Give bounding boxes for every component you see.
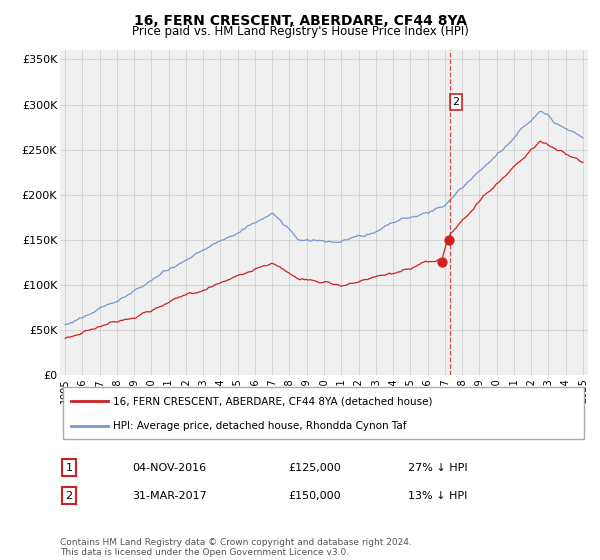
- Text: 2: 2: [65, 491, 73, 501]
- Text: 27% ↓ HPI: 27% ↓ HPI: [408, 463, 467, 473]
- Text: HPI: Average price, detached house, Rhondda Cynon Taf: HPI: Average price, detached house, Rhon…: [113, 421, 406, 431]
- Text: 13% ↓ HPI: 13% ↓ HPI: [408, 491, 467, 501]
- Text: 1: 1: [65, 463, 73, 473]
- Text: 16, FERN CRESCENT, ABERDARE, CF44 8YA (detached house): 16, FERN CRESCENT, ABERDARE, CF44 8YA (d…: [113, 396, 432, 407]
- Text: Price paid vs. HM Land Registry's House Price Index (HPI): Price paid vs. HM Land Registry's House …: [131, 25, 469, 38]
- Text: 31-MAR-2017: 31-MAR-2017: [132, 491, 207, 501]
- Text: £150,000: £150,000: [288, 491, 341, 501]
- Point: [437, 258, 447, 267]
- Text: 2: 2: [452, 97, 460, 107]
- Text: £125,000: £125,000: [288, 463, 341, 473]
- Text: 04-NOV-2016: 04-NOV-2016: [132, 463, 206, 473]
- FancyBboxPatch shape: [62, 388, 584, 438]
- Text: Contains HM Land Registry data © Crown copyright and database right 2024.
This d: Contains HM Land Registry data © Crown c…: [60, 538, 412, 557]
- Text: 16, FERN CRESCENT, ABERDARE, CF44 8YA: 16, FERN CRESCENT, ABERDARE, CF44 8YA: [133, 14, 467, 28]
- Point: [444, 235, 454, 244]
